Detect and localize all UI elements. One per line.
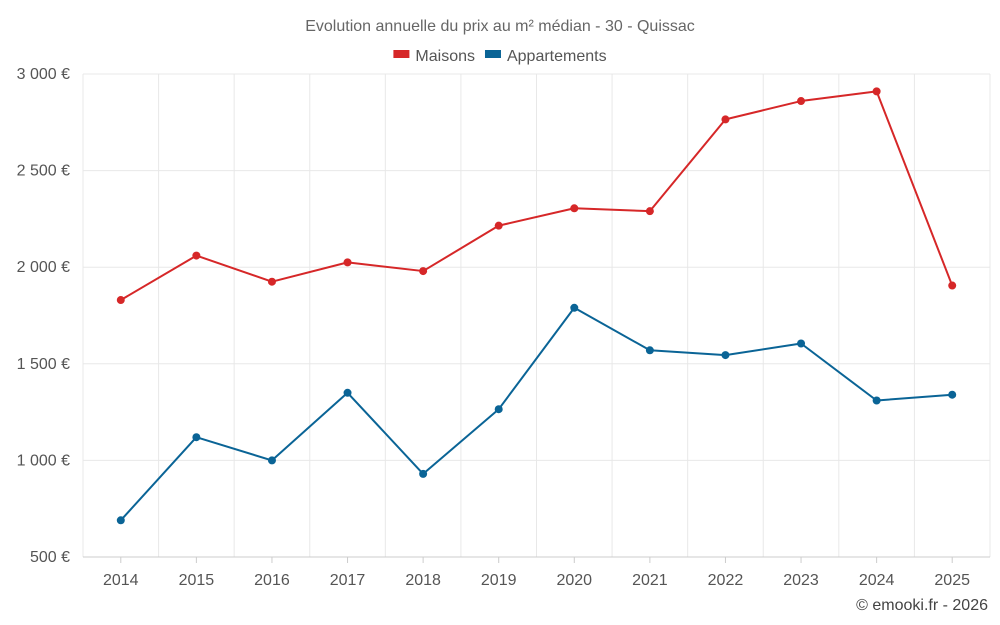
x-tick-label: 2021 (632, 572, 668, 589)
data-point-maisons[interactable] (645, 207, 654, 216)
data-point-appartements[interactable] (645, 346, 654, 355)
data-point-appartements[interactable] (872, 396, 881, 405)
series-layer (116, 87, 957, 525)
x-tick-label: 2020 (556, 572, 592, 589)
data-point-appartements[interactable] (721, 351, 730, 360)
y-tick-label: 2 000 € (17, 259, 70, 276)
legend-item-appartements[interactable]: Appartements (507, 48, 607, 65)
grid-lines (82, 73, 991, 558)
series-line-maisons (120, 90, 954, 301)
y-tick-label: 500 € (30, 549, 70, 566)
credit-text: © emooki.fr - 2026 (856, 597, 988, 614)
data-point-maisons[interactable] (721, 115, 730, 124)
data-point-appartements[interactable] (267, 456, 276, 465)
data-point-maisons[interactable] (948, 281, 957, 290)
data-point-maisons[interactable] (872, 87, 881, 96)
data-point-maisons[interactable] (570, 204, 579, 213)
data-point-appartements[interactable] (797, 339, 806, 348)
data-point-maisons[interactable] (343, 258, 352, 267)
y-axis: 500 € 1 000 € 1 500 € 2 000 € 2 500 € 3 000 € (17, 66, 70, 566)
x-tick-label: 2025 (934, 572, 970, 589)
series-line-appartements (120, 306, 953, 521)
y-tick-label: 3 000 € (17, 66, 70, 83)
data-point-appartements[interactable] (192, 433, 201, 442)
legend: Maisons Appartements (393, 48, 607, 65)
data-point-appartements[interactable] (948, 390, 957, 399)
data-point-appartements[interactable] (494, 405, 503, 414)
legend-swatch-appartements (484, 50, 501, 58)
legend-item-maisons[interactable]: Maisons (415, 48, 475, 65)
data-point-appartements[interactable] (116, 516, 125, 525)
data-point-maisons[interactable] (267, 277, 276, 286)
x-tick-label: 2018 (405, 572, 441, 589)
chart-title: Evolution annuelle du prix au m² médian … (305, 18, 695, 35)
x-axis: 2014 2015 2016 2017 2018 2019 2020 2021 2022 2023… (83, 556, 990, 589)
legend-swatch-maisons (393, 50, 410, 58)
y-tick-label: 1 000 € (17, 452, 70, 469)
y-tick-label: 2 500 € (17, 163, 70, 180)
data-point-appartements[interactable] (570, 303, 579, 312)
data-point-appartements[interactable] (419, 469, 428, 478)
x-tick-label: 2016 (254, 572, 290, 589)
x-tick-label: 2019 (481, 572, 517, 589)
data-point-maisons[interactable] (494, 221, 503, 230)
x-tick-label: 2022 (708, 572, 744, 589)
y-tick-label: 1 500 € (17, 356, 70, 373)
x-tick-label: 2014 (103, 572, 139, 589)
x-tick-label: 2024 (859, 572, 895, 589)
data-point-appartements[interactable] (343, 388, 352, 397)
data-point-maisons[interactable] (797, 97, 806, 106)
x-tick-label: 2023 (783, 572, 819, 589)
x-tick-label: 2017 (330, 572, 366, 589)
x-tick-label: 2015 (179, 572, 215, 589)
data-point-maisons[interactable] (419, 267, 428, 276)
data-point-maisons[interactable] (116, 296, 125, 305)
data-point-maisons[interactable] (192, 251, 201, 260)
